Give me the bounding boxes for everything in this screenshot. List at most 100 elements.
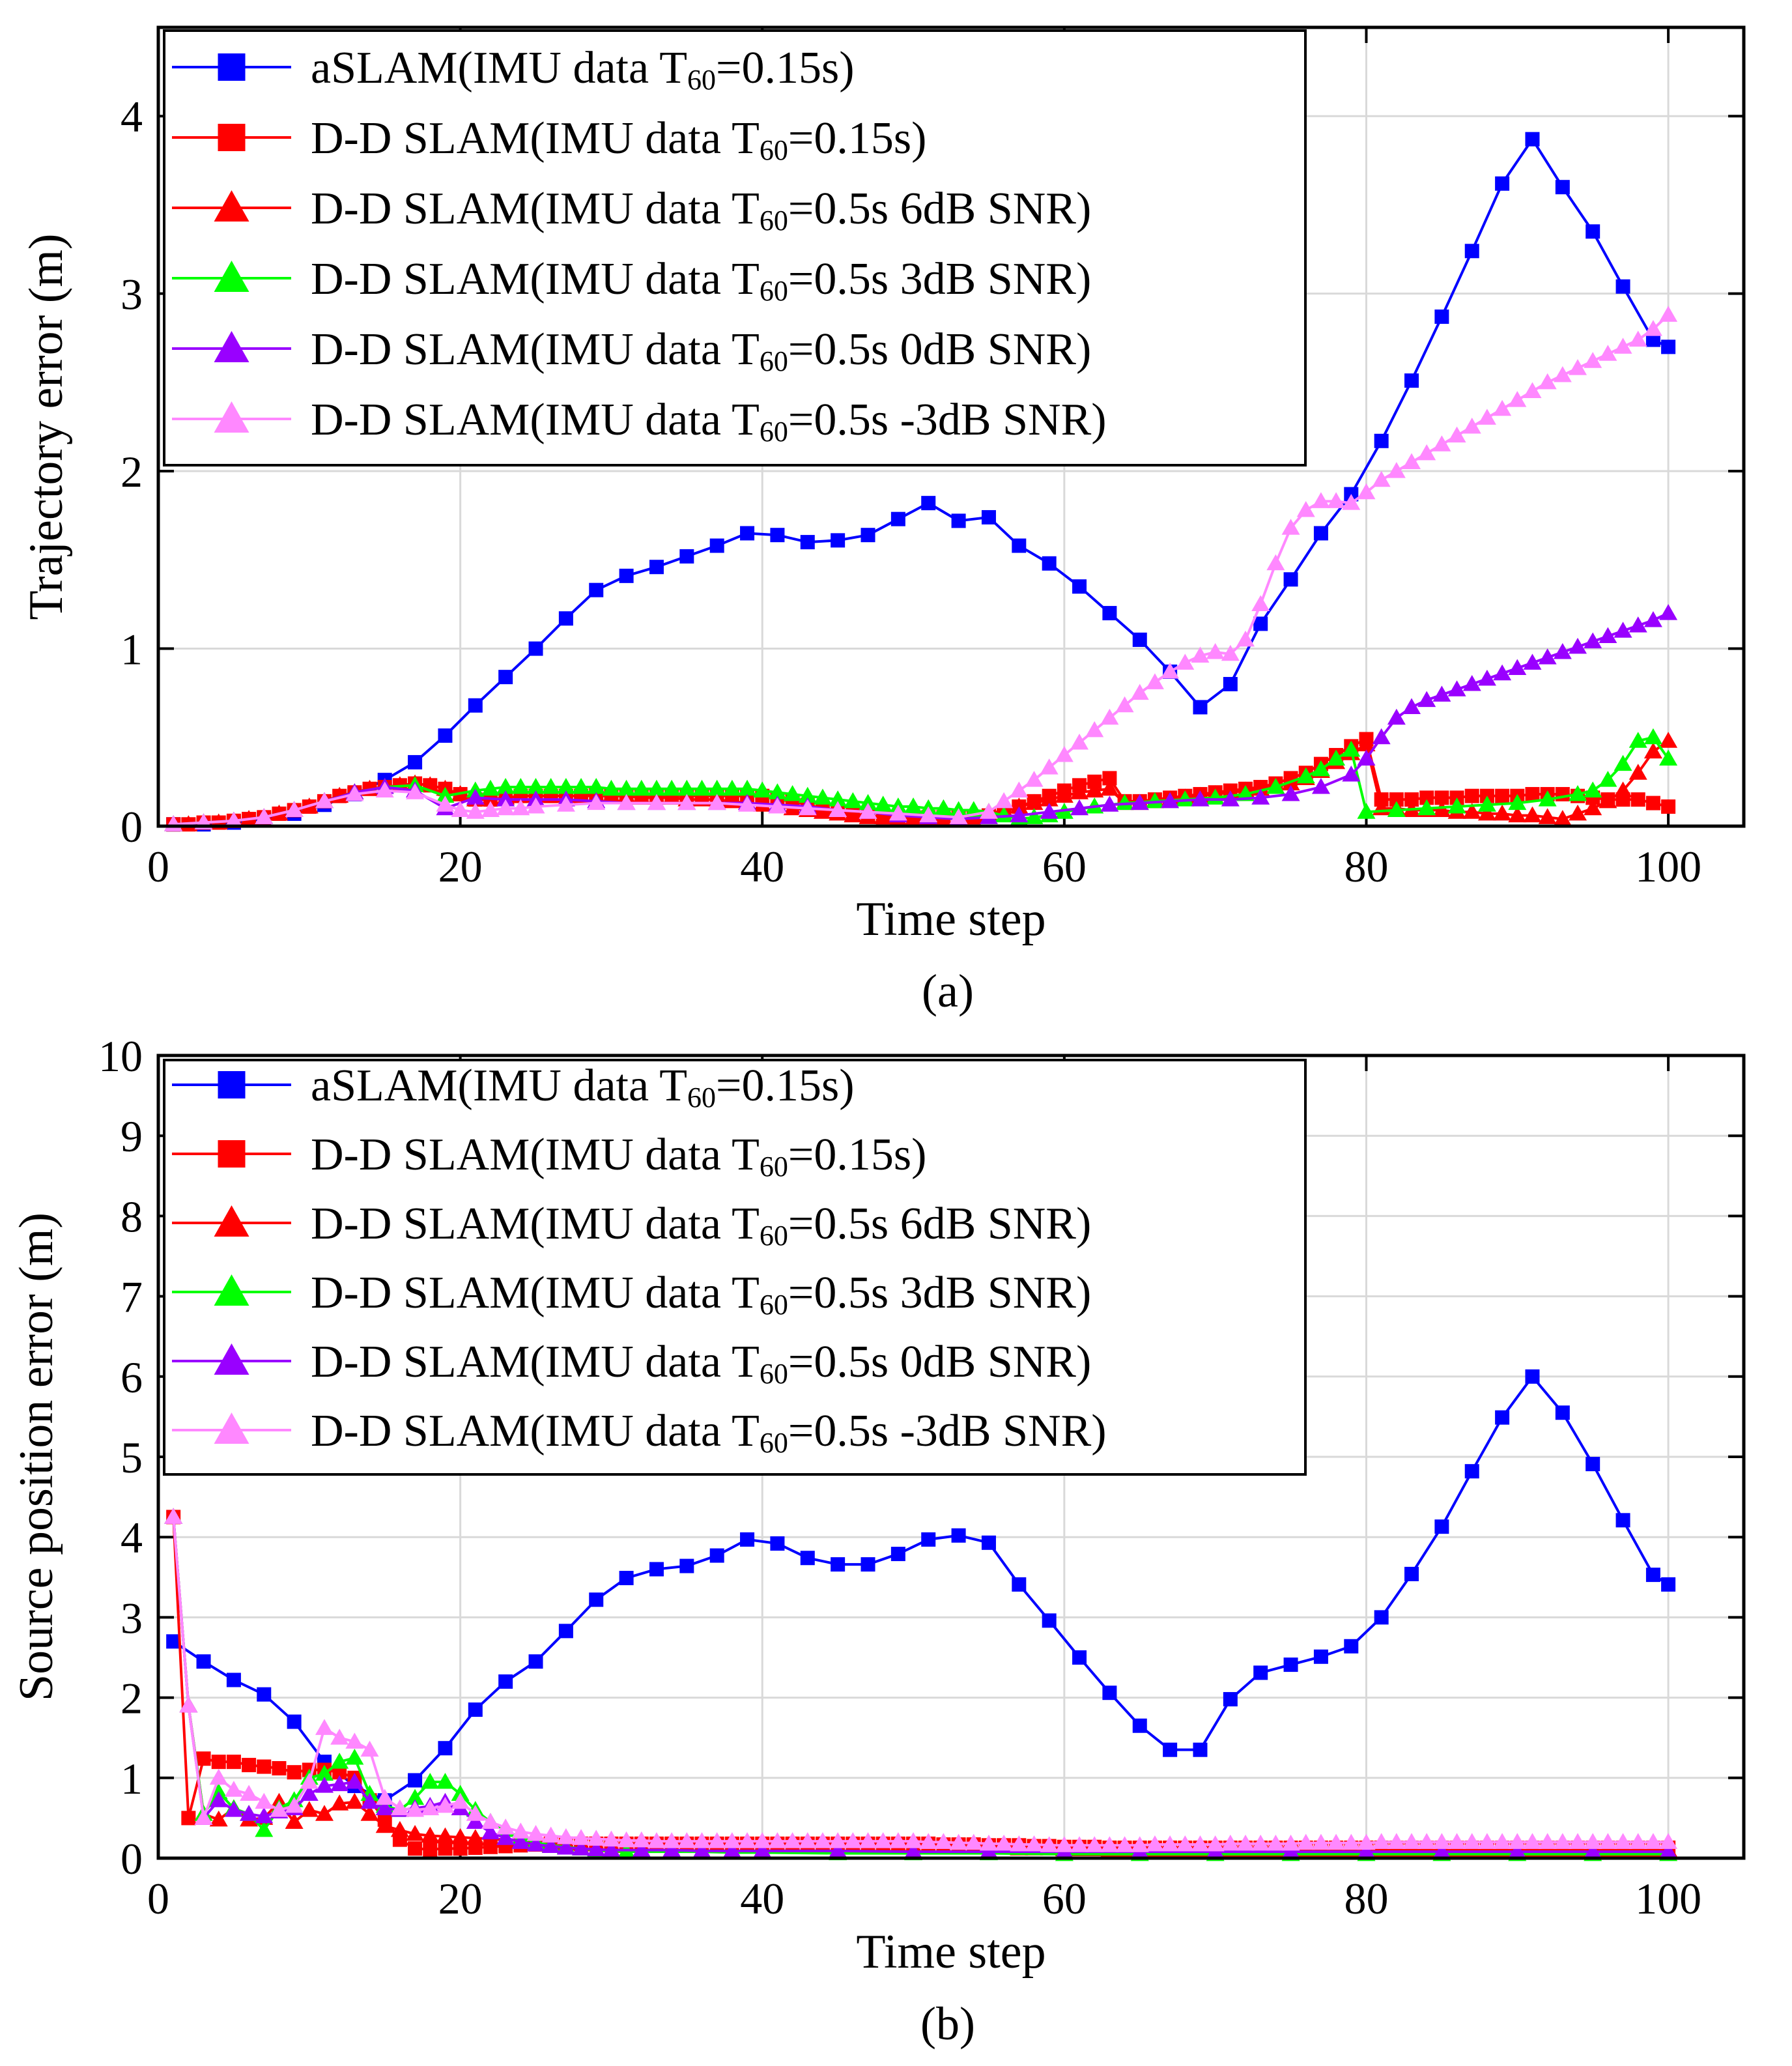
- data-point-triangle: [1508, 1833, 1527, 1849]
- data-point-triangle: [1553, 1833, 1572, 1849]
- data-point-triangle: [330, 1729, 349, 1745]
- data-point-triangle: [829, 1832, 847, 1848]
- data-point-square: [1344, 1639, 1359, 1654]
- data-point-square: [1630, 792, 1645, 807]
- data-point-triangle: [904, 1832, 923, 1848]
- data-point-square: [1223, 1692, 1238, 1707]
- data-point-triangle: [1130, 683, 1149, 700]
- data-point-triangle: [1357, 1833, 1376, 1850]
- data-point-triangle: [1553, 366, 1572, 382]
- data-point-square: [951, 1528, 966, 1543]
- data-point-triangle: [889, 804, 907, 821]
- data-point-triangle: [1372, 1833, 1391, 1849]
- data-point-square: [1223, 677, 1238, 692]
- y-tick-label: 5: [121, 1433, 143, 1482]
- data-point-triangle: [1432, 1843, 1451, 1859]
- data-point-square: [1555, 786, 1570, 801]
- panel-caption: (a): [922, 965, 974, 1017]
- x-tick-label: 0: [147, 1874, 169, 1923]
- data-point-square: [1495, 1410, 1510, 1425]
- data-point-triangle: [1447, 680, 1466, 696]
- data-point-square: [1555, 180, 1570, 195]
- data-point-triangle: [481, 779, 500, 796]
- data-point-square: [1555, 1405, 1570, 1420]
- data-point-square: [800, 535, 815, 550]
- data-point-triangle: [1130, 794, 1149, 811]
- data-point-square: [257, 1759, 272, 1774]
- data-point-triangle: [511, 1822, 530, 1839]
- data-point-square: [1374, 433, 1389, 448]
- data-point-triangle: [1584, 1833, 1602, 1849]
- y-tick-label: 6: [121, 1353, 143, 1402]
- data-point-square: [166, 1634, 181, 1649]
- data-point-square: [800, 1551, 815, 1566]
- data-point-triangle: [1614, 1833, 1632, 1849]
- x-tick-label: 40: [740, 842, 784, 891]
- data-point-triangle: [783, 784, 802, 801]
- data-point-triangle: [179, 1696, 198, 1713]
- data-point-square: [1464, 244, 1479, 259]
- data-point-square: [679, 1558, 694, 1573]
- data-point-triangle: [1599, 771, 1617, 787]
- data-point-triangle: [995, 792, 1014, 809]
- data-point-triangle: [844, 1832, 862, 1848]
- data-point-triangle: [1025, 794, 1044, 811]
- data-point-square: [1012, 538, 1027, 553]
- data-point-triangle: [300, 1785, 319, 1801]
- data-point-triangle: [1010, 797, 1029, 814]
- data-point-triangle: [1100, 708, 1119, 725]
- data-point-triangle: [768, 797, 787, 814]
- x-tick-label: 60: [1042, 842, 1087, 891]
- data-point-triangle: [421, 1772, 440, 1789]
- data-point-triangle: [1327, 1833, 1346, 1850]
- data-point-square: [1253, 1665, 1268, 1680]
- legend-label-part: D-D SLAM(IMU data T: [311, 113, 760, 164]
- data-point-triangle: [406, 1801, 425, 1817]
- data-point-triangle: [632, 1841, 651, 1858]
- data-point-square: [438, 1841, 453, 1856]
- data-point-triangle: [1357, 735, 1376, 752]
- data-point-triangle: [1508, 659, 1527, 676]
- data-point-triangle: [934, 1833, 953, 1849]
- data-point-triangle: [1311, 760, 1330, 777]
- x-tick-label: 100: [1635, 842, 1701, 891]
- legend-label-subscript: 60: [760, 1427, 788, 1459]
- data-point-square: [1102, 771, 1117, 786]
- data-point-triangle: [1251, 788, 1270, 805]
- data-point-square: [1132, 1718, 1147, 1733]
- legend-box: [163, 1059, 1307, 1476]
- x-axis-title: Time step: [856, 893, 1045, 946]
- data-point-triangle: [224, 811, 243, 828]
- data-point-triangle: [360, 1792, 379, 1809]
- y-tick-label: 3: [121, 270, 143, 319]
- data-point-square: [1072, 579, 1087, 594]
- legend-label: D-D SLAM(IMU data T60=0.5s 6dB SNR): [311, 1199, 1091, 1252]
- y-tick-label: 9: [121, 1112, 143, 1161]
- legend-label-part: =0.15s): [716, 43, 855, 93]
- legend-marker-triangle: [214, 1413, 249, 1444]
- data-point-triangle: [1538, 808, 1557, 824]
- data-point-square: [528, 1654, 543, 1669]
- chart-panel-b: 0 20 40 60 80 100 0 1 2 3 4 5 6 7 8 9 10 aSLAM(IMU data T…: [10, 1031, 1746, 2050]
- legend-marker-triangle: [214, 1274, 249, 1306]
- data-point-triangle: [1221, 790, 1240, 807]
- data-point-triangle: [436, 1827, 455, 1844]
- data-point-triangle: [572, 1829, 591, 1845]
- data-point-triangle: [829, 801, 847, 817]
- legend-label-subscript: 60: [760, 134, 788, 166]
- data-point-triangle: [345, 784, 364, 801]
- data-point-triangle: [1161, 1835, 1180, 1852]
- y-tick-label: 1: [121, 1754, 143, 1803]
- data-point-triangle: [1538, 648, 1557, 665]
- y-tick-label: 7: [121, 1272, 143, 1322]
- data-point-triangle: [617, 794, 636, 811]
- data-point-triangle: [255, 1820, 274, 1837]
- x-tick-label: 20: [438, 842, 483, 891]
- data-point-triangle: [572, 1839, 591, 1856]
- data-point-triangle: [1553, 810, 1572, 826]
- data-point-triangle: [707, 779, 726, 796]
- data-point-triangle: [1115, 794, 1134, 811]
- data-point-triangle: [813, 788, 832, 805]
- data-point-square: [709, 1548, 724, 1563]
